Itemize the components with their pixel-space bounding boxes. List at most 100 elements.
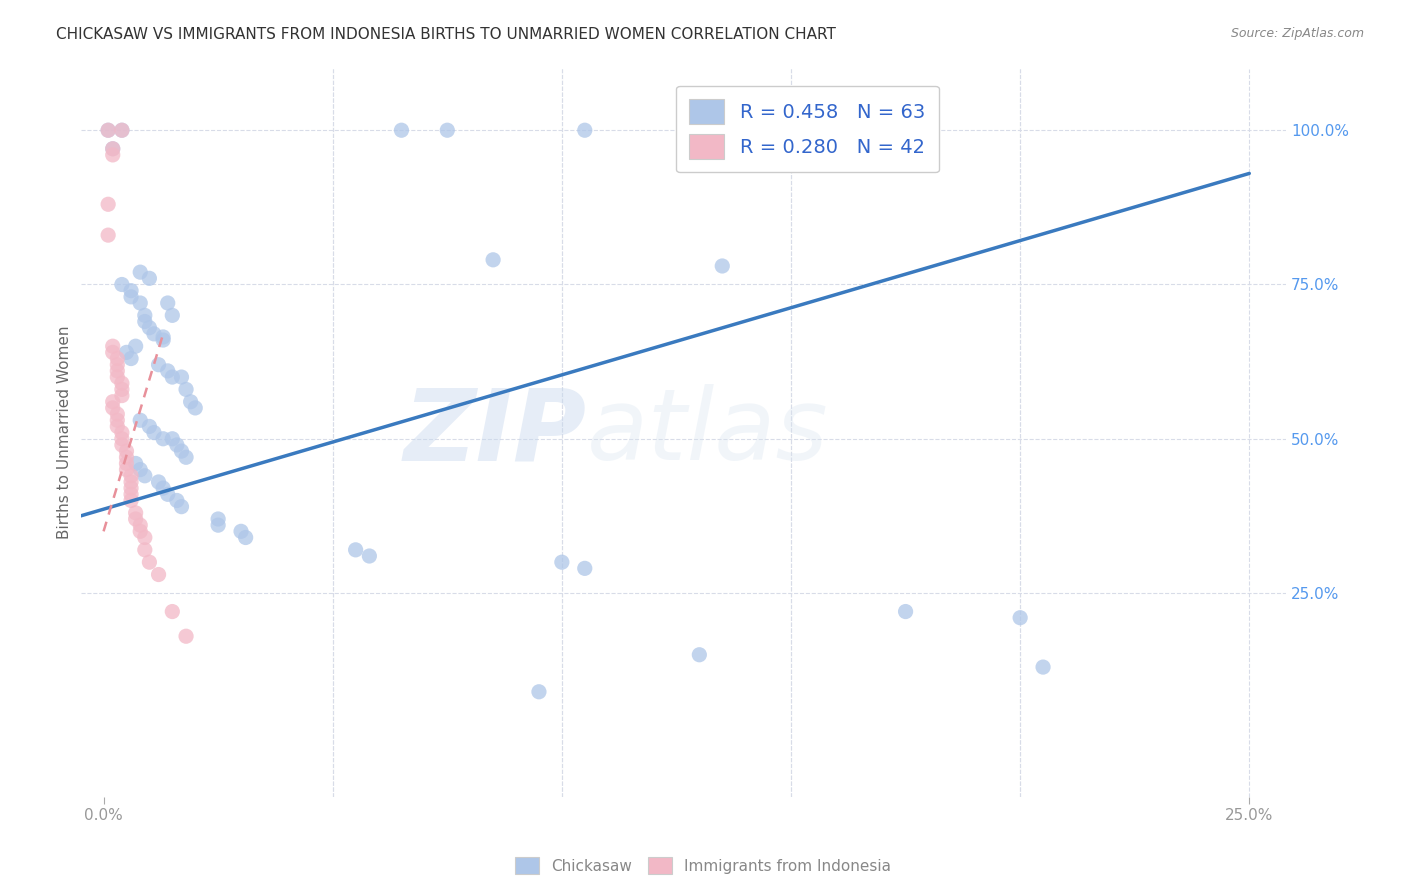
Point: [101, 142, 124, 156]
Point: [115, 457, 138, 471]
Point: [105, 358, 128, 372]
Point: [527, 685, 550, 699]
Point: [124, 339, 146, 353]
Point: [97, 228, 120, 243]
Point: [101, 142, 124, 156]
Text: ZIP: ZIP: [404, 384, 586, 481]
Legend: R = 0.458   N = 63, R = 0.280   N = 42: R = 0.458 N = 63, R = 0.280 N = 42: [676, 86, 939, 172]
Point: [711, 259, 734, 273]
Point: [120, 351, 142, 366]
Point: [138, 271, 160, 285]
Point: [120, 481, 142, 495]
Point: [129, 296, 152, 310]
Point: [101, 148, 124, 162]
Point: [152, 333, 174, 347]
Point: [97, 123, 120, 137]
Point: [148, 358, 170, 372]
Point: [229, 524, 252, 539]
Point: [156, 487, 179, 501]
Point: [148, 475, 170, 489]
Point: [124, 512, 146, 526]
Text: Source: ZipAtlas.com: Source: ZipAtlas.com: [1230, 27, 1364, 40]
Point: [111, 388, 134, 402]
Point: [111, 277, 134, 292]
Point: [143, 326, 166, 341]
Point: [124, 506, 146, 520]
Point: [166, 493, 188, 508]
Point: [170, 370, 193, 384]
Point: [162, 309, 184, 323]
Point: [115, 444, 138, 458]
Point: [101, 394, 124, 409]
Point: [166, 438, 188, 452]
Point: [574, 123, 596, 137]
Point: [391, 123, 413, 137]
Point: [235, 531, 257, 545]
Point: [148, 567, 170, 582]
Point: [111, 438, 134, 452]
Point: [152, 432, 174, 446]
Point: [436, 123, 458, 137]
Point: [152, 330, 174, 344]
Point: [184, 401, 207, 415]
Point: [111, 376, 134, 391]
Point: [170, 444, 193, 458]
Point: [105, 351, 128, 366]
Point: [711, 123, 734, 137]
Point: [111, 425, 134, 440]
Point: [105, 413, 128, 427]
Text: CHICKASAW VS IMMIGRANTS FROM INDONESIA BIRTHS TO UNMARRIED WOMEN CORRELATION CHA: CHICKASAW VS IMMIGRANTS FROM INDONESIA B…: [56, 27, 837, 42]
Point: [120, 487, 142, 501]
Point: [574, 561, 596, 575]
Legend: Chickasaw, Immigrants from Indonesia: Chickasaw, Immigrants from Indonesia: [509, 851, 897, 880]
Point: [111, 123, 134, 137]
Point: [129, 265, 152, 279]
Point: [124, 457, 146, 471]
Point: [115, 462, 138, 476]
Point: [134, 309, 156, 323]
Point: [105, 364, 128, 378]
Point: [115, 450, 138, 465]
Point: [97, 197, 120, 211]
Point: [120, 475, 142, 489]
Point: [162, 370, 184, 384]
Point: [138, 419, 160, 434]
Point: [162, 432, 184, 446]
Point: [120, 468, 142, 483]
Point: [143, 425, 166, 440]
Point: [894, 123, 917, 137]
Point: [156, 364, 179, 378]
Point: [129, 524, 152, 539]
Point: [344, 542, 367, 557]
Point: [120, 493, 142, 508]
Point: [134, 314, 156, 328]
Point: [111, 123, 134, 137]
Point: [105, 407, 128, 421]
Point: [115, 345, 138, 359]
Point: [207, 512, 229, 526]
Point: [207, 518, 229, 533]
Point: [101, 401, 124, 415]
Point: [180, 394, 202, 409]
Point: [134, 468, 156, 483]
Point: [1010, 611, 1032, 625]
Point: [894, 605, 917, 619]
Point: [105, 419, 128, 434]
Point: [138, 320, 160, 334]
Point: [174, 629, 197, 643]
Point: [174, 450, 197, 465]
Point: [688, 648, 710, 662]
Point: [359, 549, 381, 563]
Point: [105, 370, 128, 384]
Point: [129, 462, 152, 476]
Point: [120, 290, 142, 304]
Text: atlas: atlas: [586, 384, 828, 481]
Point: [97, 123, 120, 137]
Point: [111, 432, 134, 446]
Point: [174, 383, 197, 397]
Point: [138, 555, 160, 569]
Point: [482, 252, 505, 267]
Point: [101, 339, 124, 353]
Point: [152, 481, 174, 495]
Point: [162, 605, 184, 619]
